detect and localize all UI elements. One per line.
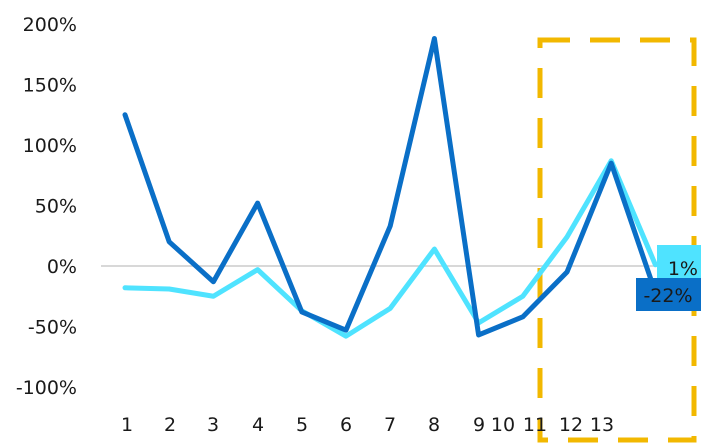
y-tick-label: 100% [23,135,77,157]
y-tick-label: 0% [47,256,77,278]
highlight-box [537,37,697,443]
x-tick-label: 3 [207,414,219,436]
y-tick-label: 150% [23,75,77,97]
y-tick-label: 50% [35,196,77,218]
y-axis-tick-labels: 200% 150% 100% 50% 0% -50% -100% [16,14,77,399]
series-lines [122,36,658,339]
x-tick-label: 7 [384,414,396,436]
end-label-text: -22% [643,285,692,307]
x-tick-label: 10 [491,414,515,436]
x-tick-label: 8 [428,414,440,436]
x-tick-label: 4 [252,414,264,436]
x-tick-label: 12 [559,414,583,436]
x-tick-label: 1 [121,414,133,436]
x-tick-label: 2 [164,414,176,436]
x-tick-label: 6 [340,414,352,436]
end-label-text: 1% [668,258,698,280]
x-axis-tick-labels: 1 2 3 4 5 6 7 8 9 10 11 12 13 [121,414,614,436]
end-labels: 1% -22% [636,245,701,311]
end-label-series-0: -22% [636,278,701,311]
x-tick-label: 11 [523,414,547,436]
y-tick-label: 200% [23,14,77,36]
series-line-0 [122,36,658,338]
end-label-series-1: 1% [657,245,701,283]
x-tick-label: 9 [473,414,485,436]
y-tick-label: -50% [28,317,77,339]
x-tick-label: 5 [296,414,308,436]
y-tick-label: -100% [16,377,77,399]
x-tick-label: 13 [590,414,614,436]
series-line-1 [122,158,658,339]
